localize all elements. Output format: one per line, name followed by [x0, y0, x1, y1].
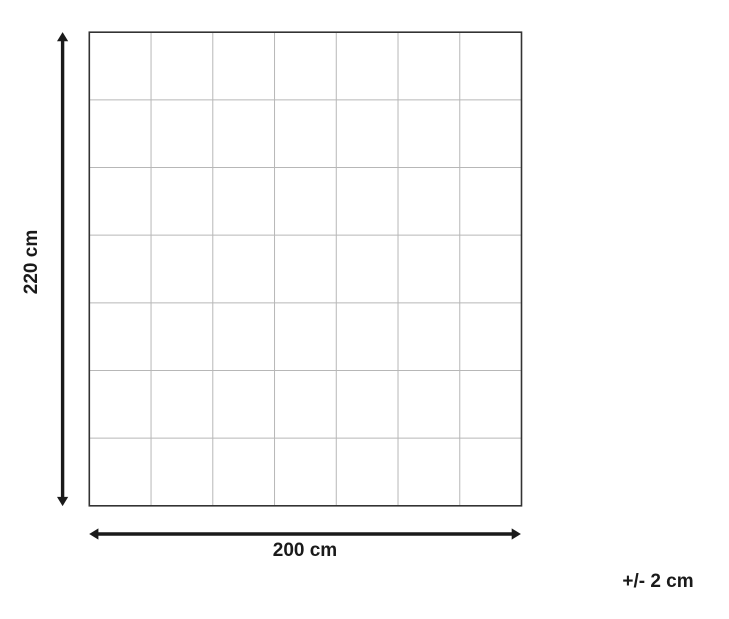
svg-text:220 cm: 220 cm — [21, 230, 42, 294]
svg-text:+/- 2 cm: +/- 2 cm — [622, 571, 693, 592]
svg-text:200 cm: 200 cm — [273, 540, 337, 561]
